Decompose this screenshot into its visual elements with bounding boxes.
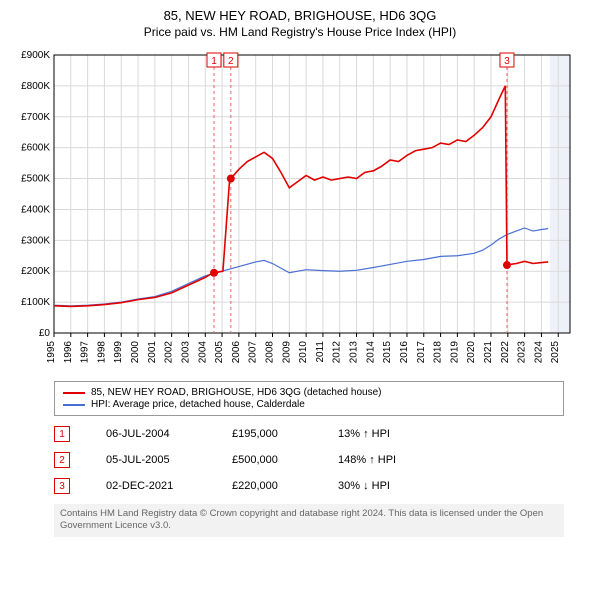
- sale-price: £195,000: [232, 428, 302, 440]
- svg-text:2007: 2007: [248, 341, 259, 364]
- svg-text:2016: 2016: [399, 341, 410, 364]
- svg-text:2024: 2024: [533, 341, 544, 364]
- svg-text:2018: 2018: [433, 341, 444, 364]
- svg-text:£900K: £900K: [21, 50, 50, 61]
- legend-item: 85, NEW HEY ROAD, BRIGHOUSE, HD6 3QG (de…: [63, 387, 555, 398]
- svg-text:1995: 1995: [46, 341, 57, 364]
- page-title: 85, NEW HEY ROAD, BRIGHOUSE, HD6 3QG: [6, 8, 594, 23]
- svg-text:2003: 2003: [180, 341, 191, 364]
- price-chart: £0 £100K £200K £300K £400K £500K £600K £700K £80…: [6, 45, 586, 375]
- sale-delta: 148% ↑ HPI: [338, 454, 438, 466]
- svg-text:£300K: £300K: [21, 235, 50, 246]
- legend: 85, NEW HEY ROAD, BRIGHOUSE, HD6 3QG (de…: [54, 381, 564, 416]
- svg-text:2009: 2009: [281, 341, 292, 364]
- legend-item: HPI: Average price, detached house, Cald…: [63, 399, 555, 410]
- svg-text:2011: 2011: [315, 341, 326, 363]
- chart-container: £0 £100K £200K £300K £400K £500K £600K £700K £80…: [6, 45, 594, 375]
- svg-text:£600K: £600K: [21, 143, 50, 154]
- svg-text:£700K: £700K: [21, 112, 50, 123]
- sale-delta: 30% ↓ HPI: [338, 480, 438, 492]
- svg-text:£0: £0: [39, 328, 51, 339]
- svg-text:2002: 2002: [164, 341, 175, 364]
- svg-text:2019: 2019: [449, 341, 460, 364]
- sale-price: £220,000: [232, 480, 302, 492]
- svg-text:£800K: £800K: [21, 81, 50, 92]
- svg-text:1999: 1999: [113, 341, 124, 364]
- svg-text:2022: 2022: [500, 341, 511, 364]
- sale-row: 3 02-DEC-2021 £220,000 30% ↓ HPI: [54, 478, 564, 494]
- svg-text:2020: 2020: [466, 341, 477, 364]
- sale-date: 05-JUL-2005: [106, 454, 196, 466]
- sale-badge: 2: [54, 452, 70, 468]
- svg-text:2005: 2005: [214, 341, 225, 364]
- sale-date: 02-DEC-2021: [106, 480, 196, 492]
- sale-badge: 1: [54, 426, 70, 442]
- sale-price: £500,000: [232, 454, 302, 466]
- svg-text:2012: 2012: [332, 341, 343, 364]
- svg-text:2: 2: [228, 56, 234, 67]
- svg-text:£400K: £400K: [21, 204, 50, 215]
- legend-swatch: [63, 392, 85, 394]
- svg-text:1998: 1998: [96, 341, 107, 364]
- attribution-text: Contains HM Land Registry data © Crown c…: [54, 504, 564, 537]
- svg-text:2000: 2000: [130, 341, 141, 364]
- sale-date: 06-JUL-2004: [106, 428, 196, 440]
- svg-text:2001: 2001: [147, 341, 158, 364]
- page-subtitle: Price paid vs. HM Land Registry's House …: [6, 25, 594, 39]
- svg-text:2006: 2006: [231, 341, 242, 364]
- svg-text:£100K: £100K: [21, 297, 50, 308]
- sale-row: 2 05-JUL-2005 £500,000 148% ↑ HPI: [54, 452, 564, 468]
- svg-text:2010: 2010: [298, 341, 309, 364]
- svg-text:2017: 2017: [416, 341, 427, 364]
- svg-text:2008: 2008: [265, 341, 276, 364]
- legend-label: HPI: Average price, detached house, Cald…: [91, 399, 305, 410]
- svg-text:1997: 1997: [80, 341, 91, 364]
- sale-row: 1 06-JUL-2004 £195,000 13% ↑ HPI: [54, 426, 564, 442]
- svg-text:£500K: £500K: [21, 174, 50, 185]
- sales-table: 1 06-JUL-2004 £195,000 13% ↑ HPI 2 05-JUL-200…: [54, 426, 564, 494]
- sale-badge: 3: [54, 478, 70, 494]
- legend-swatch: [63, 404, 85, 406]
- svg-text:1: 1: [211, 56, 217, 67]
- svg-text:2025: 2025: [550, 341, 561, 364]
- svg-text:2004: 2004: [197, 341, 208, 364]
- sale-delta: 13% ↑ HPI: [338, 428, 438, 440]
- svg-text:2015: 2015: [382, 341, 393, 364]
- svg-text:1996: 1996: [63, 341, 74, 364]
- svg-text:2013: 2013: [349, 341, 360, 364]
- legend-label: 85, NEW HEY ROAD, BRIGHOUSE, HD6 3QG (de…: [91, 387, 381, 398]
- svg-text:2014: 2014: [365, 341, 376, 364]
- svg-text:2023: 2023: [517, 341, 528, 364]
- svg-text:2021: 2021: [483, 341, 494, 364]
- svg-text:£200K: £200K: [21, 266, 50, 277]
- svg-text:3: 3: [504, 56, 510, 67]
